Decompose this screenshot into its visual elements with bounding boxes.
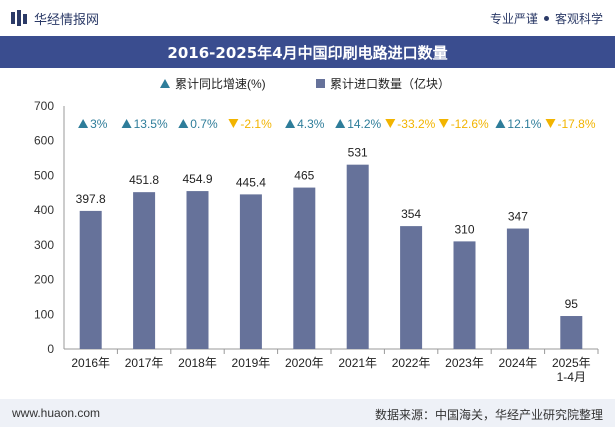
- legend-bar-icon: [316, 79, 325, 88]
- bar-value-label: 347: [508, 210, 528, 224]
- bar-value-label: 451.8: [129, 173, 159, 187]
- y-tick-label: 0: [47, 342, 54, 356]
- footer: www.huaon.com 数据来源：中国海关，华经产业研究院整理: [0, 399, 615, 427]
- bar-chart: 累计同比增速(%) 累计进口数量（亿块） 0 100 200 300 400 500 600 70…: [34, 76, 599, 384]
- growth-label: -33.2%: [397, 117, 435, 131]
- x-tick-label: 2017年: [125, 356, 164, 370]
- growth-down-icon: [228, 119, 239, 128]
- bar-value-label: 465: [294, 169, 314, 183]
- bar: [560, 316, 583, 349]
- x-tick-label: 1-4月: [557, 370, 586, 384]
- x-tick-label: 2019年: [232, 356, 271, 370]
- bar-value-label: 454.9: [182, 172, 212, 186]
- title-bar: 2016-2025年4月中国印刷电路进口数量: [0, 36, 615, 68]
- bar: [506, 228, 529, 349]
- growth-down-icon: [438, 119, 449, 128]
- y-tick-label: 300: [34, 238, 54, 252]
- logo-icon: [11, 10, 27, 26]
- bar-value-label: 310: [454, 222, 474, 236]
- slogan-right: 客观科学: [554, 12, 603, 26]
- legend-growth-icon: [160, 79, 170, 88]
- y-tick-label: 700: [34, 99, 54, 113]
- slogan: 专业严谨 客观科学: [490, 10, 603, 27]
- growth-label: 12.1%: [507, 117, 541, 131]
- growth-label: -12.6%: [451, 117, 489, 131]
- bar: [186, 191, 209, 349]
- x-tick-label: 2021年: [338, 356, 377, 370]
- bar-value-label: 354: [401, 207, 421, 221]
- x-tick-label: 2025年: [552, 356, 591, 370]
- bar: [400, 226, 423, 349]
- growth-label: 4.3%: [297, 117, 325, 131]
- bar: [453, 241, 476, 349]
- y-tick-label: 500: [34, 168, 54, 182]
- growth-label: 3%: [90, 117, 108, 131]
- growth-label: 13.5%: [134, 117, 168, 131]
- legend-growth-label: 累计同比增速(%): [175, 77, 266, 91]
- y-tick-label: 400: [34, 203, 54, 217]
- x-tick-label: 2018年: [178, 356, 217, 370]
- y-tick-label: 600: [34, 134, 54, 148]
- growth-up-icon: [78, 119, 89, 128]
- growth-up-icon: [495, 119, 506, 128]
- growth-up-icon: [121, 119, 132, 128]
- bar: [346, 164, 369, 349]
- chart-title: 2016-2025年4月中国印刷电路进口数量: [167, 43, 448, 62]
- bar: [293, 187, 316, 349]
- footer-source: 数据来源：中国海关，华经产业研究院整理: [374, 408, 603, 422]
- growth-down-icon: [545, 119, 556, 128]
- growth-up-icon: [178, 119, 189, 128]
- x-tick-label: 2023年: [445, 356, 484, 370]
- slogan-left: 专业严谨: [489, 12, 538, 26]
- growth-label: 0.7%: [190, 117, 218, 131]
- brand-name: 华经情报网: [34, 11, 100, 27]
- x-tick-label: 2024年: [499, 356, 538, 370]
- brand: 华经情报网: [10, 8, 99, 28]
- bar-value-label: 531: [348, 146, 368, 160]
- growth-label: -2.1%: [240, 117, 272, 131]
- top-bar: 华经情报网 专业严谨 客观科学: [0, 0, 615, 37]
- bar-value-label: 397.8: [76, 192, 106, 206]
- bar: [239, 194, 262, 349]
- growth-label: -17.8%: [558, 117, 596, 131]
- footer-url: www.huaon.com: [12, 406, 101, 420]
- x-tick-label: 2016年: [71, 356, 110, 370]
- x-tick-label: 2022年: [392, 356, 431, 370]
- legend-bar-label: 累计进口数量（亿块）: [330, 76, 450, 91]
- x-tick-label: 2020年: [285, 356, 324, 370]
- growth-label: 14.2%: [347, 117, 381, 131]
- bar: [79, 210, 102, 349]
- dot-icon: [543, 16, 549, 21]
- growth-down-icon: [385, 119, 396, 128]
- growth-up-icon: [285, 119, 296, 128]
- growth-up-icon: [335, 119, 346, 128]
- bar: [133, 192, 156, 349]
- bar-value-label: 445.4: [236, 175, 266, 189]
- bar-value-label: 95: [565, 297, 579, 311]
- y-tick-label: 200: [34, 273, 54, 287]
- y-tick-label: 100: [34, 307, 54, 321]
